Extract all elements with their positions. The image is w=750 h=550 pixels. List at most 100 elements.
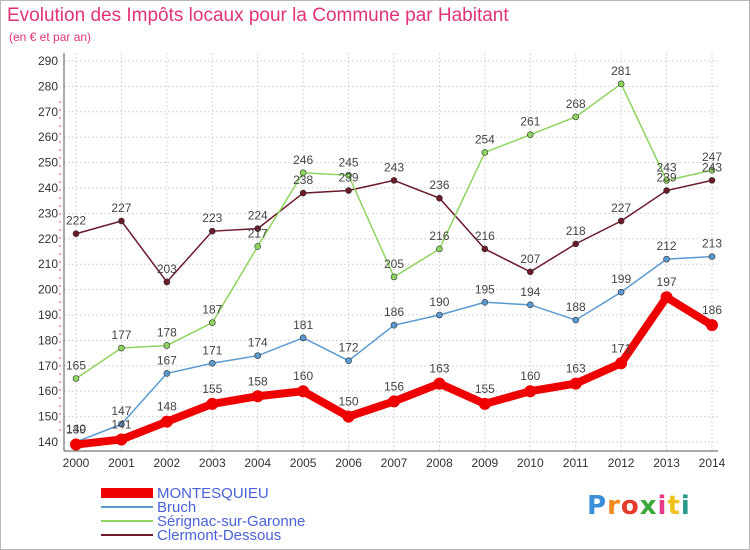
y-tick-label: 140 [38, 435, 58, 449]
data-point [526, 301, 534, 309]
data-point [436, 311, 443, 319]
data-label: 194 [520, 285, 540, 299]
data-label: 156 [384, 379, 404, 393]
legend-label: MONTESQUIEU [157, 485, 269, 502]
data-point [345, 172, 352, 179]
data-point [390, 177, 398, 184]
y-tick-label: 270 [38, 105, 58, 119]
data-point [572, 240, 580, 248]
data-point [478, 397, 491, 410]
data-label: 197 [657, 275, 677, 289]
data-label: 216 [475, 229, 495, 243]
data-label: 178 [157, 325, 177, 339]
data-point [481, 245, 489, 253]
data-point [708, 253, 716, 260]
x-tick-label: 2014 [699, 456, 726, 470]
data-point [299, 334, 307, 342]
data-label: 222 [66, 214, 86, 228]
data-label: 140 [66, 422, 86, 436]
data-point [163, 342, 171, 349]
data-point [208, 319, 216, 326]
data-label: 171 [202, 343, 222, 357]
data-point [433, 377, 446, 390]
data-point [390, 321, 398, 329]
data-label: 148 [157, 400, 177, 414]
data-point [663, 177, 670, 184]
data-point [208, 227, 216, 235]
data-point [70, 438, 82, 451]
data-point [481, 149, 489, 156]
x-tick-label: 2004 [244, 456, 271, 470]
data-label: 268 [566, 97, 586, 111]
x-tick-label: 2003 [199, 456, 226, 470]
x-tick-label: 2002 [154, 456, 181, 470]
y-tick-label: 210 [38, 257, 58, 271]
x-tick-label: 2011 [563, 456, 589, 470]
y-tick-label: 220 [38, 232, 58, 246]
x-tick-label: 2006 [335, 456, 362, 470]
data-point [526, 268, 534, 276]
data-point [617, 80, 625, 88]
data-label: 213 [702, 237, 722, 251]
y-tick-label: 260 [38, 130, 58, 144]
x-tick-label: 2010 [517, 456, 544, 470]
data-label: 227 [111, 201, 131, 215]
data-label: 227 [611, 201, 631, 215]
data-point [342, 410, 355, 423]
data-point [254, 352, 262, 359]
data-label: 223 [202, 211, 222, 225]
data-label: 172 [339, 341, 359, 355]
y-tick-label: 280 [38, 79, 58, 93]
data-label: 243 [384, 160, 404, 174]
x-tick-label: 2008 [426, 456, 453, 470]
data-point [572, 113, 580, 121]
y-tick-label: 200 [38, 283, 58, 297]
data-point [569, 377, 582, 390]
data-label: 246 [293, 153, 313, 167]
data-label: 150 [339, 395, 359, 409]
data-point [208, 359, 216, 367]
data-point [708, 177, 716, 184]
x-tick-label: 2007 [381, 456, 408, 470]
data-point [572, 316, 580, 324]
data-label: 163 [566, 362, 586, 376]
data-point [118, 217, 125, 225]
data-point [524, 385, 537, 398]
data-label: 212 [657, 239, 677, 253]
data-label: 188 [566, 300, 586, 314]
y-tick-label: 170 [38, 359, 58, 373]
data-label: 141 [111, 417, 131, 431]
data-point [254, 225, 262, 232]
data-point [660, 291, 673, 304]
x-tick-label: 2001 [108, 456, 135, 470]
data-label: 254 [475, 132, 495, 146]
data-point [251, 390, 264, 403]
data-label: 261 [520, 115, 540, 129]
data-point [526, 131, 534, 138]
data-label: 243 [702, 160, 722, 174]
data-point [615, 357, 628, 370]
x-tick-label: 2000 [63, 456, 90, 470]
data-label: 203 [157, 262, 177, 276]
data-point [706, 319, 718, 332]
y-tick-label: 160 [38, 384, 58, 398]
data-label: 207 [520, 252, 540, 266]
data-label: 174 [248, 336, 268, 350]
data-label: 158 [248, 374, 268, 388]
data-point [617, 217, 625, 225]
data-point [390, 273, 398, 281]
plot-area [64, 53, 718, 451]
legend-label: Clermont-Dessous [157, 527, 281, 544]
x-tick-label: 2012 [608, 456, 635, 470]
data-point [118, 420, 125, 428]
data-point [436, 194, 443, 202]
data-point [299, 169, 307, 177]
data-point [297, 385, 310, 398]
x-tick-label: 2005 [290, 456, 317, 470]
data-label: 236 [429, 178, 449, 192]
data-point [345, 187, 352, 194]
data-label: 177 [111, 328, 131, 342]
data-label: 165 [66, 359, 86, 373]
data-label: 239 [339, 171, 359, 185]
data-point [72, 375, 80, 382]
